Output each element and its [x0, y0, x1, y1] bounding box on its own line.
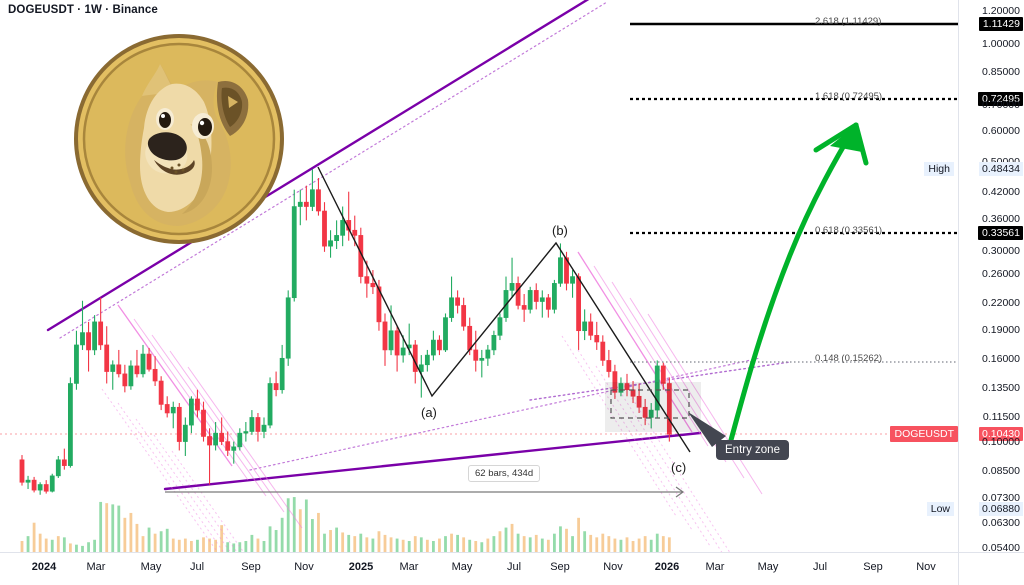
time-tick-2024: 2024 [31, 561, 57, 573]
wave-label-b: (b) [552, 223, 568, 238]
price-tick-0-06300: 0.06300 [982, 517, 1020, 529]
fib-label-0-148: 0.148 (0.15262) [815, 353, 883, 364]
abc-zigzag-path [317, 166, 691, 453]
entry-tooltip-pointer [688, 412, 726, 447]
price-tick-0-13500: 0.13500 [982, 382, 1020, 394]
price-tick-0-70000: 0.70000 [982, 99, 1020, 111]
chart-title: DOGEUSDT · 1W · Binance [8, 4, 158, 16]
price-tick-1-20000: 1.20000 [982, 5, 1020, 17]
time-tick-nov: Nov [294, 561, 314, 573]
price-tick-0-10000: 0.10000 [982, 436, 1020, 448]
low-marker-label: Low [926, 502, 954, 516]
time-tick-nov: Nov [916, 561, 936, 573]
time-tick-sep: Sep [241, 561, 261, 573]
price-tick-0-16000: 0.16000 [982, 353, 1020, 365]
price-tick-0-11500: 0.11500 [982, 411, 1020, 423]
price-tick-0-19000: 0.19000 [982, 324, 1020, 336]
wave-label-a: (a) [421, 405, 437, 420]
time-tick-mar: Mar [399, 561, 419, 573]
price-tick-1-00000: 1.00000 [982, 38, 1020, 50]
fib-label-2-618: 2.618 (1.11429) [815, 16, 882, 27]
time-scale[interactable]: 2024 Mar May Jul Sep Nov 2025 Mar May Jul Sep Nov 20… [0, 552, 958, 585]
time-tick-nov: Nov [603, 561, 623, 573]
time-tick-jul: Jul [506, 561, 522, 573]
price-tick-0-26000: 0.26000 [982, 268, 1020, 280]
price-tick-0-85000: 0.85000 [982, 66, 1020, 78]
entry-zone-tooltip[interactable]: Entry zone [716, 440, 789, 460]
price-tick-0-10430[interactable]: 0.10430 [979, 427, 1023, 441]
price-scale[interactable]: 1.20000 1.11429 1.00000 0.85000 0.72495 0.700… [958, 0, 1024, 554]
time-tick-may: May [757, 561, 779, 573]
last-price-symbol-tag[interactable]: DOGEUSDT [890, 426, 958, 442]
price-tick-0-60000: 0.60000 [982, 125, 1020, 137]
high-marker-label: High [924, 162, 954, 176]
entry-zone-box[interactable] [605, 382, 701, 432]
time-tick-2025: 2025 [348, 561, 374, 573]
time-tick-jul: Jul [189, 561, 205, 573]
price-tick-0-30000: 0.30000 [982, 245, 1020, 257]
wave-label-c: (c) [671, 460, 687, 475]
price-tick-0-08500: 0.08500 [982, 465, 1020, 477]
dogecoin-logo-icon [74, 34, 284, 244]
time-tick-2026: 2026 [654, 561, 680, 573]
price-tick-0-48434: 0.48434 [979, 162, 1023, 176]
price-tick-1-11429: 1.11429 [978, 17, 1023, 31]
fib-label-0-618: 0.618 (0.33561) [815, 225, 883, 236]
price-tick-0-36000: 0.36000 [982, 213, 1020, 225]
time-tick-may: May [451, 561, 473, 573]
fib-label-1-618: 1.618 (0.72495) [815, 91, 883, 102]
price-tick-0-22000: 0.22000 [982, 297, 1020, 309]
measure-arrow [165, 486, 685, 498]
fibonacci-levels-group [630, 22, 958, 363]
chart-plot-area[interactable]: 2.618 (1.11429) 1.618 (0.72495) 0.618 (0.3… [0, 0, 958, 552]
time-tick-sep: Sep [550, 561, 570, 573]
axis-corner [958, 552, 1024, 585]
volume-bars [20, 497, 671, 552]
price-tick-0-07300: 0.07300 [982, 492, 1020, 504]
price-tick-0-72495: 0.72495 [978, 92, 1023, 106]
time-tick-jul: Jul [812, 561, 828, 573]
bullish-projection-arrow [728, 122, 869, 443]
time-tick-may: May [140, 561, 162, 573]
price-series-svg [0, 0, 958, 552]
measure-tool-chip[interactable]: 62 bars, 434d [468, 465, 541, 482]
price-tick-0-06880: 0.06880 [979, 502, 1023, 516]
time-tick-mar: Mar [86, 561, 106, 573]
price-tick-0-33561: 0.33561 [978, 226, 1023, 240]
time-tick-mar: Mar [705, 561, 725, 573]
price-tick-0-05400: 0.05400 [982, 542, 1020, 554]
time-tick-sep: Sep [863, 561, 883, 573]
price-tick-0-42000: 0.42000 [982, 186, 1020, 198]
